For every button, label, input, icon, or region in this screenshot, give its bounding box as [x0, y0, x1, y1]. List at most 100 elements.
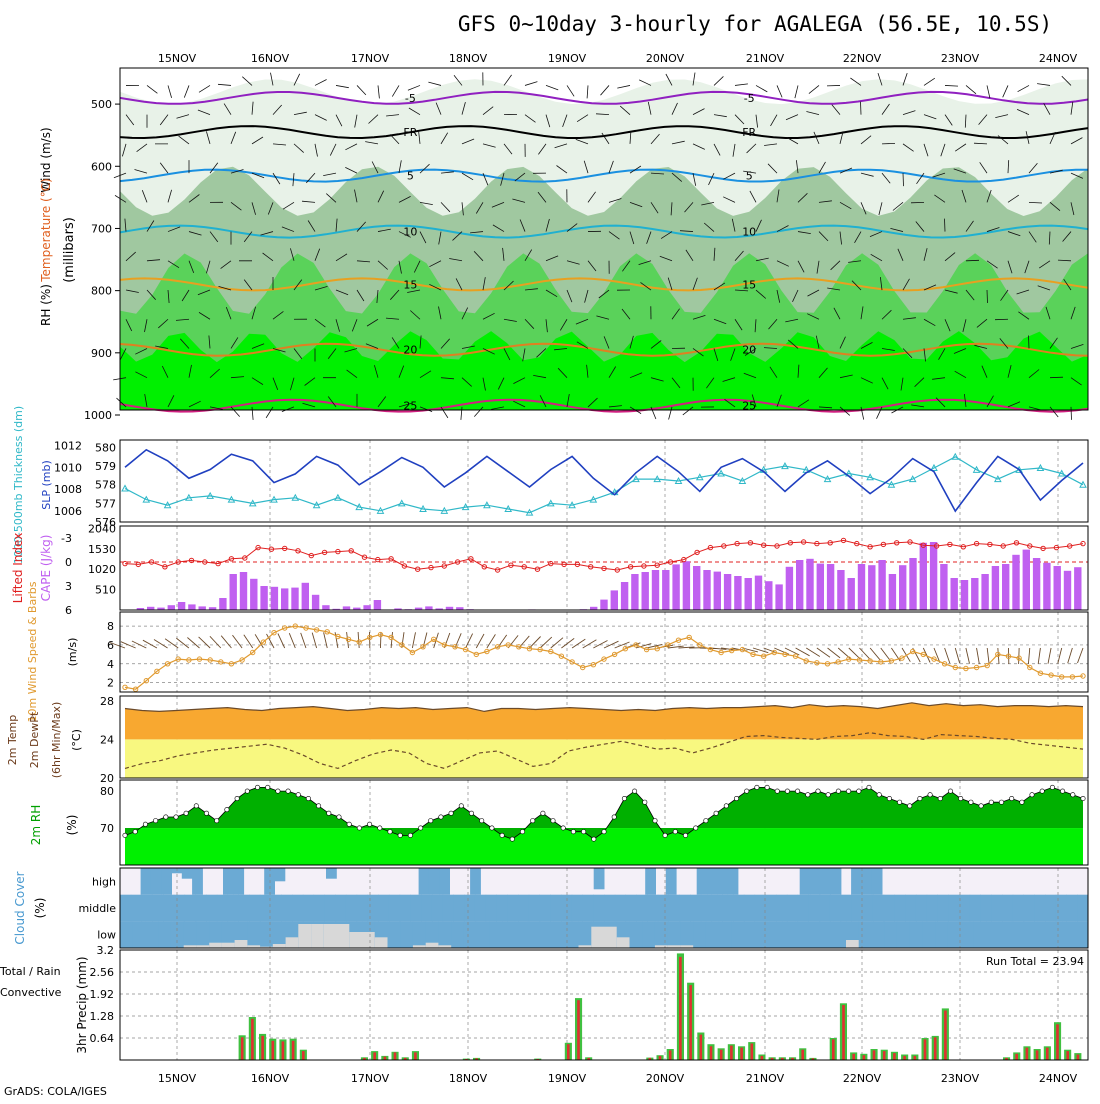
- precip-convective-bar: [384, 1057, 387, 1060]
- rh2m-point: [775, 789, 779, 793]
- cloud-middle-cell: [679, 895, 690, 922]
- cloud-low-bg: [540, 921, 553, 948]
- cloud-low-bg: [744, 921, 757, 948]
- rh2m-point: [561, 826, 565, 830]
- isotherm-label: -5: [744, 92, 755, 105]
- rh2m-point: [541, 811, 545, 815]
- top-date-label: 20NOV: [646, 52, 685, 65]
- cape-bar: [621, 582, 628, 610]
- precip-tick-label: 2.56: [90, 966, 115, 979]
- cloud-low-cell: [209, 943, 222, 948]
- cloud-middle-cell: [959, 895, 970, 922]
- cape-bar: [971, 578, 978, 610]
- rh2m-point: [184, 811, 188, 815]
- rh2m-point: [490, 826, 494, 830]
- cloud-low-cell: [591, 927, 604, 948]
- cape-tick-label: 1530: [88, 543, 116, 556]
- cape-bar: [848, 578, 855, 610]
- rh2m-point: [153, 819, 157, 823]
- cape-bar: [734, 576, 741, 610]
- cloud-middle-cell: [238, 895, 249, 922]
- cloud-low-bg: [719, 921, 732, 948]
- cloud-low-cell: [273, 944, 286, 948]
- rh2m-point: [245, 789, 249, 793]
- cape-bar: [291, 588, 298, 610]
- cloud-middle-cell: [142, 895, 153, 922]
- precip-convective-bar: [414, 1052, 417, 1060]
- rh2m-point: [999, 800, 1003, 804]
- cloud-middle-cell: [228, 895, 239, 922]
- top-date-label: 17NOV: [351, 52, 390, 65]
- cape-bar: [250, 579, 257, 610]
- rh2m-point: [367, 822, 371, 826]
- rh2m-point: [1081, 796, 1085, 800]
- rh2m-point: [857, 789, 861, 793]
- cloud-low-cell: [349, 932, 362, 948]
- cloud-middle-cell: [948, 895, 959, 922]
- cape-bar: [981, 574, 988, 610]
- rh2m-point: [388, 830, 392, 834]
- cloud-low-bg: [273, 921, 286, 948]
- cloud-low-bg: [528, 921, 541, 948]
- cloud-low-bg: [413, 921, 426, 948]
- cloud-high-cell: [326, 868, 337, 879]
- cloud-low-bg: [961, 921, 974, 948]
- rh2m-point: [734, 796, 738, 800]
- precip-convective-bar: [761, 1056, 764, 1060]
- cloud-middle-cell: [647, 895, 658, 922]
- cloud-low-cell: [426, 943, 439, 948]
- cape-tick-label: 1020: [88, 563, 116, 576]
- rh2m-point: [704, 819, 708, 823]
- cloud-low-bg: [515, 921, 528, 948]
- cape-bar: [806, 559, 813, 610]
- cloud-low-cell: [311, 924, 324, 948]
- cloud-high-cell: [707, 868, 718, 895]
- precip-convective-bar: [577, 1000, 580, 1060]
- cloud-high-cell: [429, 868, 440, 895]
- cloud-middle-cell: [636, 895, 647, 922]
- cloud-middle-cell: [991, 895, 1002, 922]
- run-total-label: Run Total = 23.94: [986, 955, 1084, 968]
- rh2m-point: [337, 815, 341, 819]
- cloud-middle-cell: [324, 895, 335, 922]
- cape-bar: [724, 574, 731, 610]
- rh2m-point: [398, 833, 402, 837]
- thickness-tick-label: 580: [95, 441, 116, 454]
- rh2m-point: [520, 830, 524, 834]
- rh2m-point: [959, 796, 963, 800]
- precip-convective-bar: [679, 957, 682, 1060]
- thickness-tick-label: 579: [95, 460, 116, 473]
- cloud-middle-cell: [905, 895, 916, 922]
- cloud-low-bg: [451, 921, 464, 948]
- cloud-low-bg: [897, 921, 910, 948]
- precip-convective-bar: [689, 985, 692, 1060]
- cape-bar: [868, 565, 875, 610]
- cloud-middle-cell: [303, 895, 314, 922]
- rh2m-point: [133, 830, 137, 834]
- precip-convective-bar: [1046, 1048, 1049, 1060]
- rh2m-point: [429, 819, 433, 823]
- precip-axis-label: 3hr Precip (mm): [75, 956, 89, 1053]
- cloud-middle-cell: [572, 895, 583, 922]
- cloud-middle-cell: [443, 895, 454, 922]
- rh2m-point: [204, 811, 208, 815]
- wind-tick-label: 6: [107, 639, 114, 652]
- cloud-high-cell: [831, 868, 842, 895]
- cloud-high-cell: [594, 868, 605, 889]
- precip-convective-legend: Convective: [0, 986, 62, 999]
- cloud-low-bg: [884, 921, 897, 948]
- cloud-high-cell: [419, 868, 430, 895]
- cape-bar: [672, 564, 679, 610]
- wind-panel-bg: [120, 612, 1088, 692]
- top-date-label: 23NOV: [941, 52, 980, 65]
- rh2m-point: [602, 830, 606, 834]
- cloud-high-cell: [275, 868, 286, 881]
- cloud-high-cell: [470, 868, 481, 895]
- rh2m-point: [724, 804, 728, 808]
- cape-bar: [683, 561, 690, 610]
- bottom-date-label: 15NOV: [158, 1072, 197, 1085]
- cloud-low-bg: [1063, 921, 1076, 948]
- cloud-high-cell: [192, 868, 203, 895]
- cloud-middle-cell: [195, 895, 206, 922]
